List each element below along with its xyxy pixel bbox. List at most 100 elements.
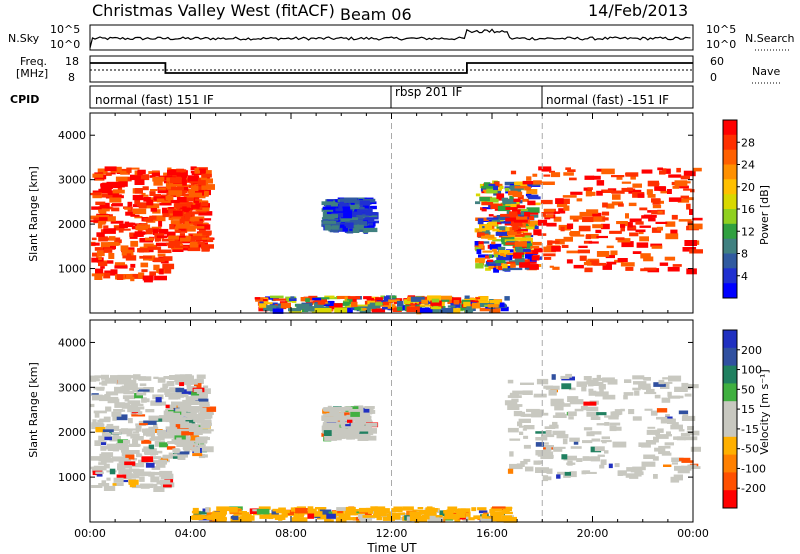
scatter-cell — [653, 474, 658, 479]
scatter-cell — [520, 411, 525, 417]
scatter-cell — [201, 392, 208, 398]
scatter-cell — [122, 395, 136, 400]
scatter-cell — [659, 200, 664, 204]
scatter-cell — [99, 453, 111, 459]
scatter-cell — [177, 451, 190, 455]
scatter-cell — [680, 432, 691, 437]
scatter-cell — [200, 404, 210, 408]
cpid-label: CPID — [10, 93, 39, 106]
scatter-cell — [542, 451, 554, 457]
scatter-cell — [154, 450, 163, 454]
scatter-cell — [166, 427, 176, 433]
scatter-cell — [479, 307, 491, 312]
scatter-cell — [568, 416, 574, 420]
time-tick-label: 00:00 — [74, 527, 106, 540]
scatter-cell — [342, 307, 353, 313]
scatter-cell — [617, 471, 623, 476]
scatter-cell — [137, 248, 148, 253]
scatter-cell — [141, 397, 147, 403]
scatter-cell — [513, 198, 521, 202]
scatter-cell — [198, 420, 205, 423]
scatter-cell — [141, 439, 152, 444]
colorbar-tick-label: 8 — [741, 248, 748, 261]
scatter-cell — [103, 416, 111, 421]
beam-title: Beam 06 — [340, 5, 412, 24]
scatter-cell — [324, 436, 337, 441]
scatter-cell — [590, 416, 601, 420]
scatter-cell — [343, 408, 349, 411]
scatter-cell — [141, 269, 148, 273]
scatter-cell — [555, 198, 564, 204]
scatter-cell — [581, 386, 587, 392]
scatter-cell — [145, 409, 155, 413]
scatter-cell — [500, 220, 511, 224]
scatter-cell — [509, 214, 519, 220]
scatter-cell — [610, 250, 618, 256]
freq-tick-top: 18 — [65, 55, 79, 68]
scatter-cell — [464, 295, 470, 299]
scatter-cell — [638, 230, 644, 235]
scatter-cell — [265, 302, 273, 305]
scatter-cell — [311, 511, 323, 517]
scatter-cell — [347, 296, 361, 300]
scatter-cell — [129, 268, 134, 271]
scatter-cell — [687, 426, 694, 431]
scatter-cell — [365, 422, 378, 427]
scatter-cell — [492, 506, 506, 509]
scatter-cell — [170, 414, 182, 421]
scatter-cell — [562, 195, 577, 198]
scatter-cell — [149, 483, 158, 487]
time-axis-title: Time UT — [366, 541, 417, 554]
scatter-cell — [176, 184, 191, 188]
scatter-cell — [193, 397, 199, 401]
scatter-cell — [570, 231, 581, 237]
scatter-cell — [562, 403, 571, 407]
scatter-cell — [554, 405, 564, 411]
scatter-cell — [278, 516, 283, 521]
scatter-cell — [517, 195, 524, 200]
scatter-cell — [526, 207, 540, 214]
scatter-cell — [344, 197, 358, 203]
scatter-cell — [152, 394, 164, 400]
scatter-cell — [201, 515, 212, 519]
scatter-cell — [124, 207, 131, 210]
scatter-cell — [481, 186, 495, 189]
scatter-cell — [130, 273, 144, 279]
scatter-cell — [595, 391, 609, 397]
scatter-cell — [100, 457, 114, 463]
scatter-cell — [375, 297, 383, 301]
scatter-cell — [525, 225, 535, 230]
scatter-cell — [364, 406, 375, 409]
scatter-cell — [351, 209, 357, 212]
scatter-cell — [161, 194, 167, 197]
scatter-cell — [509, 227, 515, 233]
scatter-cell — [191, 241, 205, 245]
scatter-cell — [245, 515, 255, 521]
scatter-cell — [564, 471, 571, 476]
scatter-cell — [573, 219, 579, 222]
scatter-cell — [485, 516, 497, 519]
scatter-cell — [426, 511, 437, 516]
scatter-cell — [335, 208, 343, 212]
scatter-cell — [98, 261, 108, 267]
scatter-cell — [202, 454, 208, 458]
scatter-cell — [563, 236, 573, 242]
scatter-cell — [443, 510, 455, 514]
scatter-cell — [383, 296, 396, 302]
scatter-cell — [103, 485, 116, 491]
scatter-cell — [583, 376, 592, 381]
scatter-cell — [588, 388, 594, 392]
cpid-panel: CPID normal (fast) 151 IF rbsp 201 IF no… — [10, 85, 694, 109]
scatter-cell — [431, 298, 440, 303]
colorbar-tick-label: 12 — [741, 225, 755, 238]
scatter-cell — [581, 470, 587, 475]
scatter-cell — [537, 460, 543, 464]
scatter-cell — [100, 445, 107, 451]
colorbar-segment — [723, 120, 737, 136]
scatter-cell — [527, 220, 540, 225]
scatter-cell — [169, 418, 183, 423]
scatter-cell — [647, 180, 659, 187]
scatter-cell — [195, 398, 209, 402]
scatter-cell — [370, 296, 379, 300]
scatter-cell — [97, 223, 103, 229]
